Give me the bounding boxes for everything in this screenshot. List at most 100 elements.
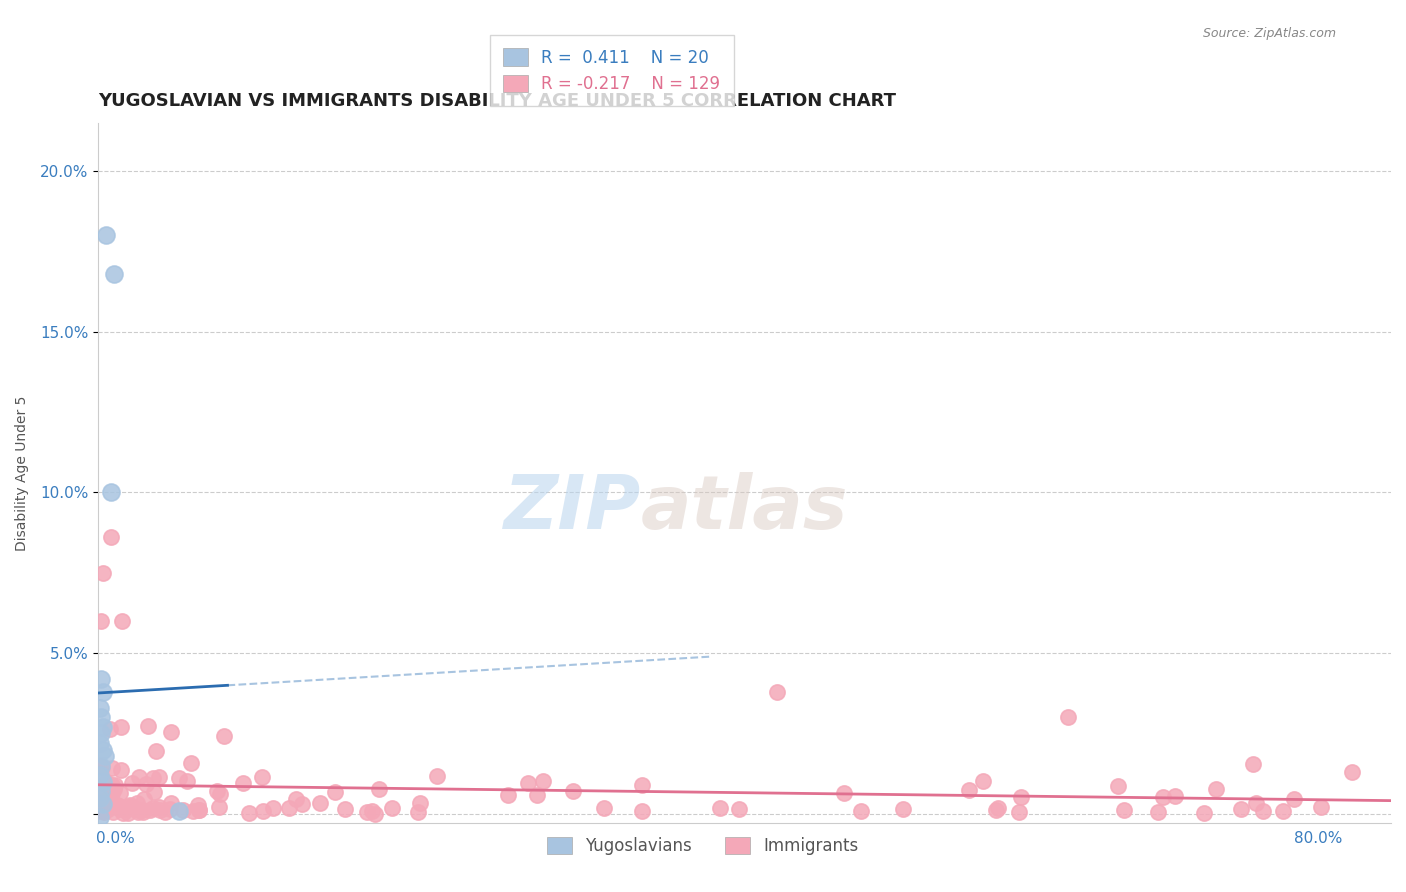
Point xyxy=(1114,803,1136,817)
Point xyxy=(103,267,125,281)
Legend: Yugoslavians, Immigrants: Yugoslavians, Immigrants xyxy=(540,830,866,862)
Point xyxy=(364,806,387,821)
Point xyxy=(149,803,172,817)
Point xyxy=(90,784,112,798)
Point xyxy=(94,795,117,809)
Point xyxy=(111,614,134,628)
Point xyxy=(125,796,148,810)
Point xyxy=(89,736,111,750)
Point xyxy=(96,775,118,789)
Point xyxy=(1230,802,1253,816)
Point xyxy=(496,788,519,802)
Point xyxy=(101,779,124,793)
Point xyxy=(117,802,139,816)
Point xyxy=(1010,790,1032,805)
Point xyxy=(323,785,346,799)
Point xyxy=(94,803,117,817)
Point xyxy=(832,786,855,800)
Point xyxy=(145,744,167,758)
Point xyxy=(1246,797,1268,811)
Point xyxy=(291,797,314,812)
Point xyxy=(89,810,111,824)
Point xyxy=(1341,764,1364,779)
Text: 80.0%: 80.0% xyxy=(1295,831,1343,846)
Point xyxy=(262,801,284,815)
Point xyxy=(709,800,731,814)
Point xyxy=(105,798,128,813)
Point xyxy=(90,804,112,818)
Point xyxy=(104,778,127,792)
Point xyxy=(208,787,231,801)
Point xyxy=(148,800,170,814)
Point xyxy=(110,719,132,733)
Point xyxy=(89,700,111,714)
Point xyxy=(187,803,209,817)
Point xyxy=(110,763,132,777)
Point xyxy=(238,805,260,820)
Point xyxy=(957,783,980,797)
Point xyxy=(891,802,914,816)
Point xyxy=(136,719,159,733)
Point xyxy=(108,798,131,813)
Point xyxy=(1309,799,1331,814)
Point xyxy=(531,774,554,789)
Point xyxy=(309,796,332,810)
Point xyxy=(187,798,209,813)
Point xyxy=(139,804,162,818)
Point xyxy=(849,804,872,818)
Point xyxy=(100,789,122,803)
Point xyxy=(89,758,111,772)
Point xyxy=(972,774,994,789)
Point xyxy=(103,782,125,797)
Point xyxy=(630,778,652,792)
Point xyxy=(214,729,236,743)
Point xyxy=(91,684,114,698)
Point xyxy=(90,781,112,796)
Point xyxy=(1146,805,1168,820)
Point xyxy=(285,791,308,805)
Point xyxy=(93,805,115,820)
Point xyxy=(409,796,432,810)
Point xyxy=(91,742,114,756)
Point xyxy=(153,805,176,819)
Point xyxy=(94,794,117,808)
Point xyxy=(91,797,114,812)
Point xyxy=(112,805,135,820)
Point xyxy=(381,801,404,815)
Point xyxy=(128,770,150,784)
Point xyxy=(368,781,391,796)
Point xyxy=(1164,789,1187,803)
Point xyxy=(333,801,356,815)
Point xyxy=(101,805,124,819)
Point xyxy=(1008,805,1031,819)
Text: atlas: atlas xyxy=(641,472,849,545)
Point xyxy=(1152,790,1174,805)
Point xyxy=(91,802,114,816)
Point xyxy=(562,783,585,797)
Point xyxy=(90,800,112,814)
Point xyxy=(100,530,122,544)
Point xyxy=(176,774,198,789)
Point xyxy=(89,801,111,815)
Point xyxy=(93,748,115,763)
Y-axis label: Disability Age Under 5: Disability Age Under 5 xyxy=(15,395,30,550)
Point xyxy=(408,805,430,819)
Point xyxy=(1056,710,1078,724)
Point xyxy=(101,761,124,775)
Point xyxy=(1107,779,1129,793)
Point xyxy=(277,801,299,815)
Point xyxy=(127,805,149,819)
Point xyxy=(169,771,191,785)
Point xyxy=(232,776,254,790)
Point xyxy=(356,805,378,820)
Point xyxy=(89,799,111,814)
Text: YUGOSLAVIAN VS IMMIGRANTS DISABILITY AGE UNDER 5 CORRELATION CHART: YUGOSLAVIAN VS IMMIGRANTS DISABILITY AGE… xyxy=(98,92,896,110)
Point xyxy=(142,801,165,815)
Point xyxy=(1271,804,1294,818)
Point xyxy=(90,614,112,628)
Point xyxy=(1282,792,1305,806)
Point xyxy=(208,800,231,814)
Point xyxy=(1205,782,1227,797)
Point xyxy=(160,724,183,739)
Point xyxy=(593,800,616,814)
